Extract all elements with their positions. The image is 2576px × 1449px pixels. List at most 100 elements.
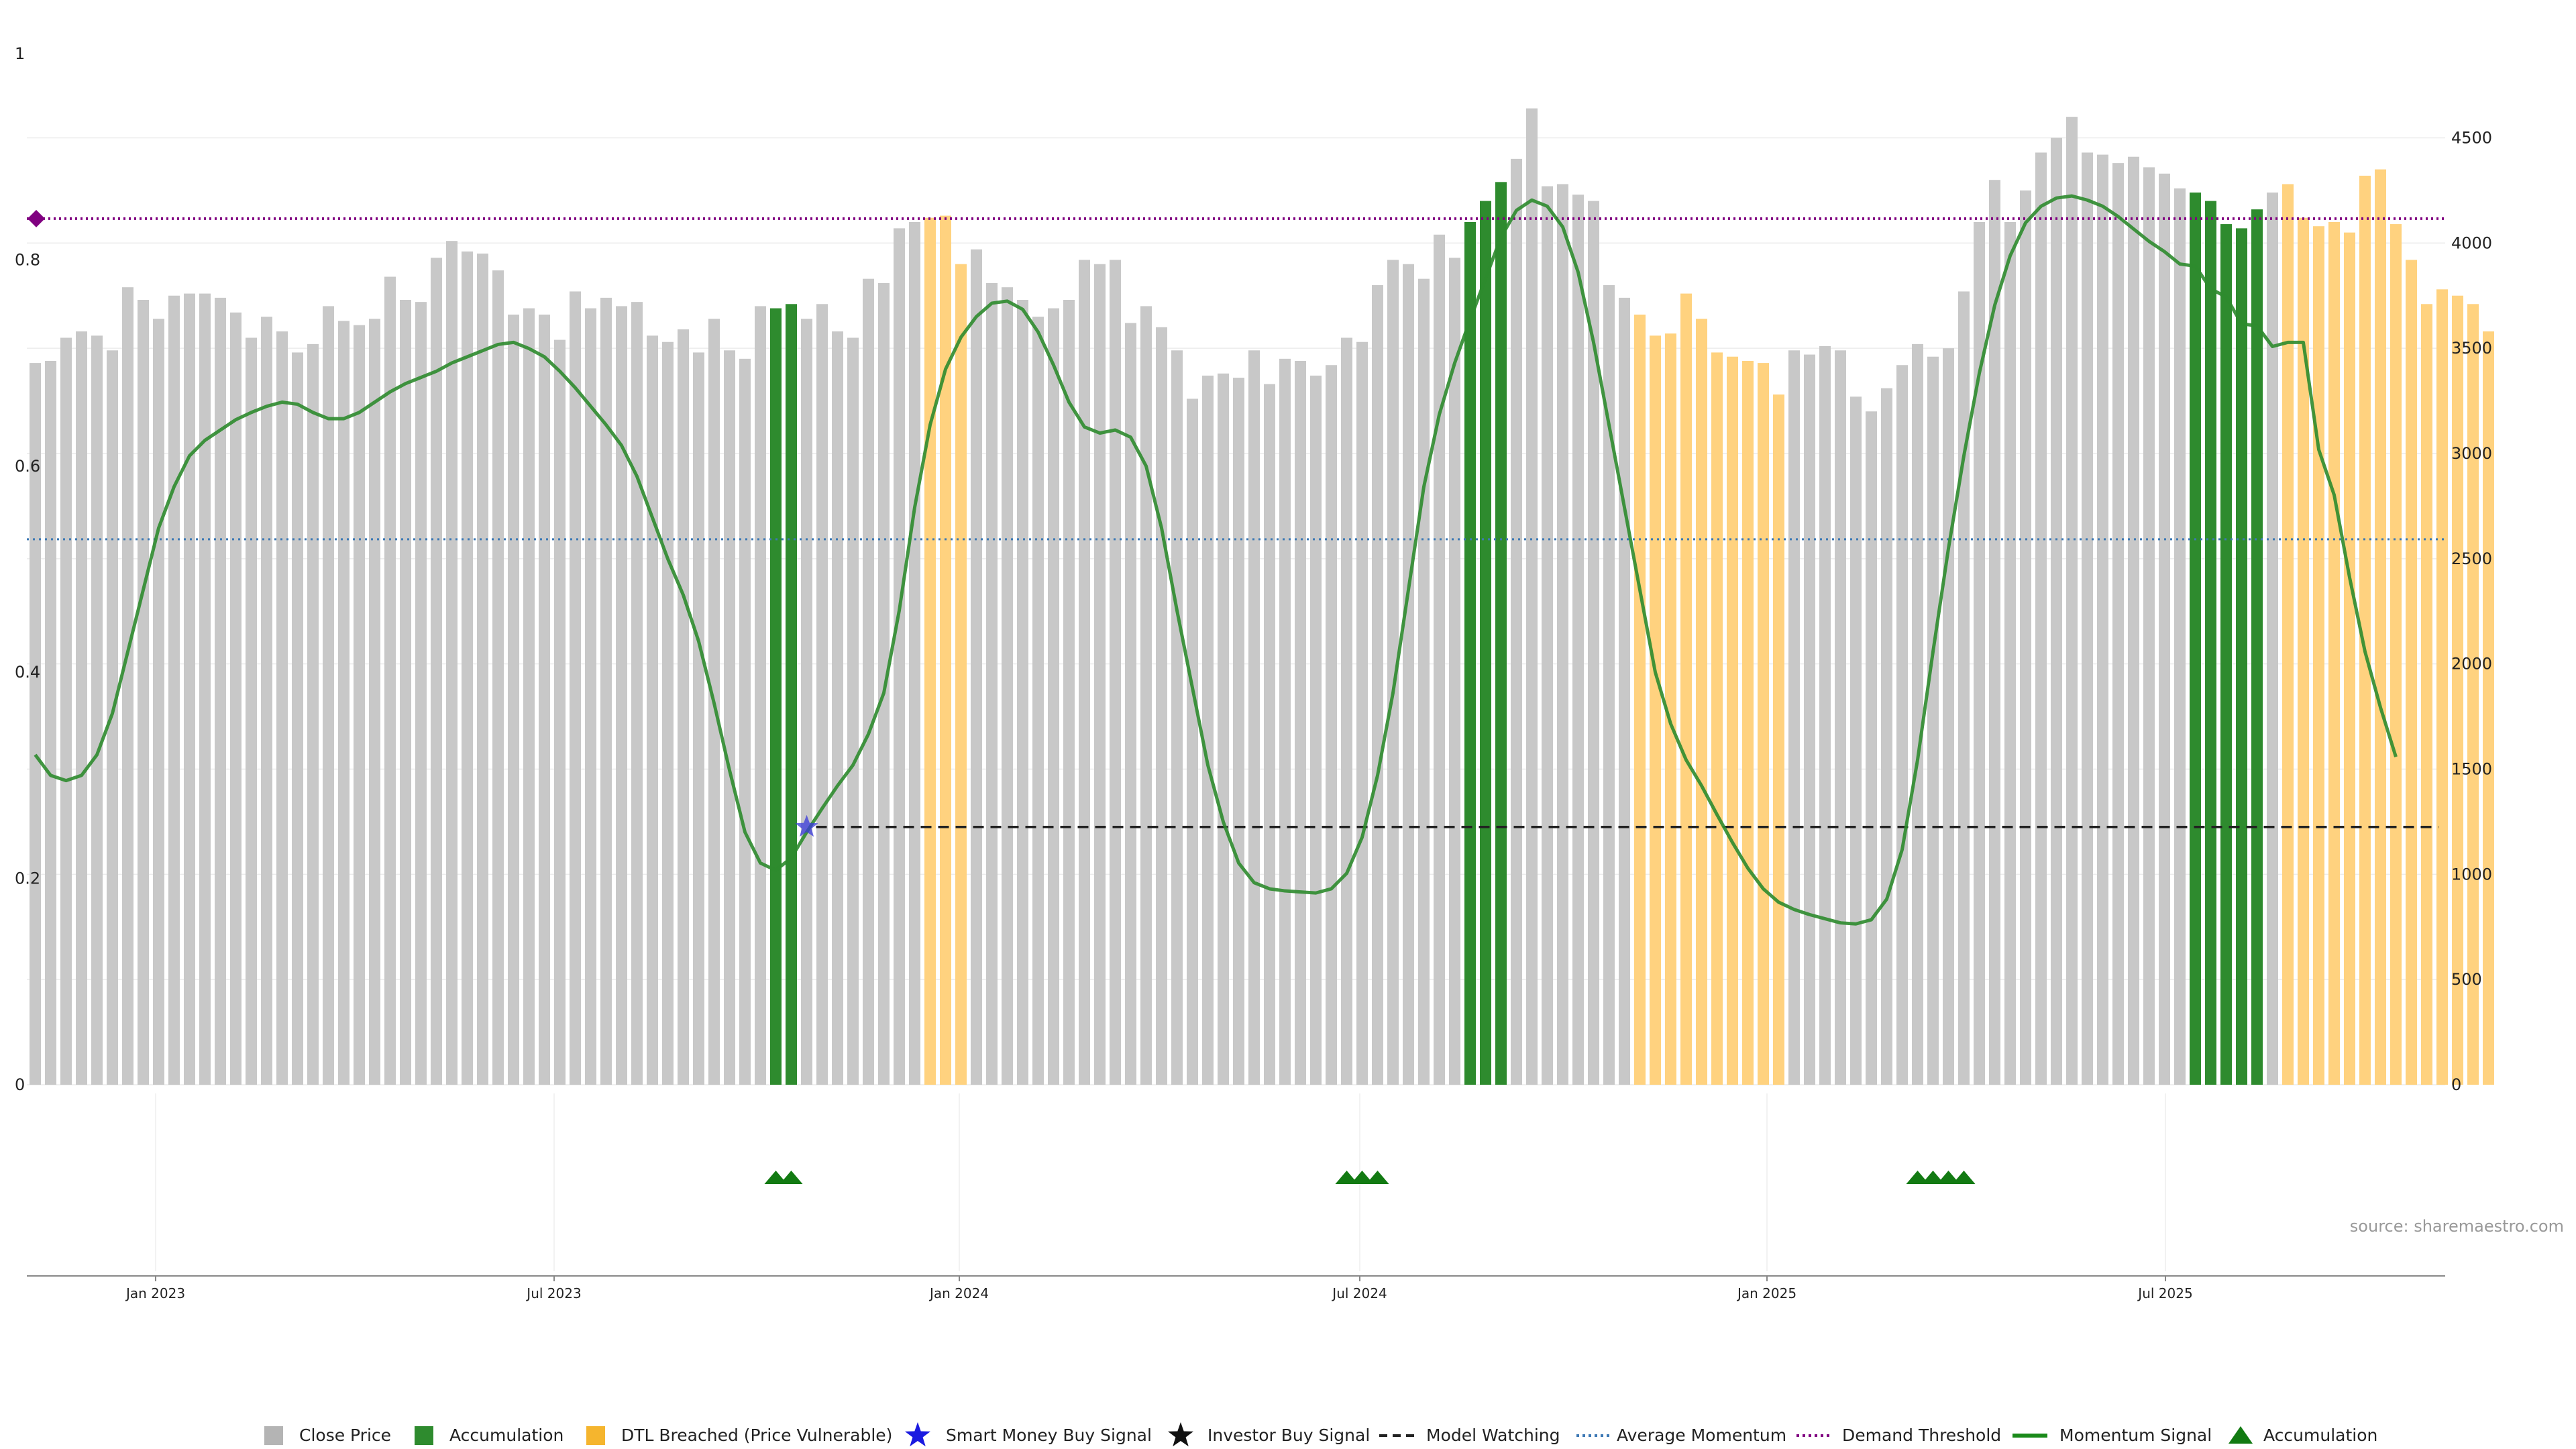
close-price-bar: [1819, 346, 1831, 1085]
close-price-bar: [1434, 234, 1445, 1085]
dtl-breached-bar: [1634, 314, 1646, 1085]
close-price-bar: [1603, 285, 1615, 1085]
dtl-breached-bar: [955, 264, 967, 1085]
close-price-bar: [894, 228, 905, 1085]
close-price-bar: [1295, 360, 1306, 1085]
close-price-bar: [354, 325, 365, 1085]
dtl-breached-bar: [2375, 169, 2386, 1085]
close-price-bar: [1619, 297, 1630, 1085]
close-price-bar: [1881, 388, 1892, 1085]
x-axis-date-label: Jan 2025: [1736, 1285, 1796, 1301]
dtl-breached-bar: [2359, 175, 2371, 1085]
close-price-bar: [2159, 173, 2170, 1085]
close-price-bar: [138, 299, 149, 1085]
close-price-bar: [230, 312, 241, 1085]
close-price-bar: [1542, 186, 1553, 1085]
left-axis-tick: 1: [15, 44, 25, 63]
dtl-breached-bar: [940, 215, 951, 1085]
close-price-bar: [477, 253, 488, 1085]
close-price-bar: [1958, 291, 1970, 1085]
close-price-bar: [1156, 327, 1167, 1085]
close-price-bar: [971, 249, 982, 1085]
accumulation-bar: [2220, 224, 2232, 1085]
accumulation-bar: [2205, 201, 2216, 1085]
close-price-bar: [1017, 299, 1028, 1085]
dtl-breached-bar: [1727, 356, 1738, 1085]
close-price-bar: [678, 329, 689, 1085]
legend-label: DTL Breached (Price Vulnerable): [621, 1426, 892, 1445]
dtl-breached-bar: [2390, 224, 2402, 1085]
accumulation-bar: [786, 304, 797, 1085]
legend-label: Smart Money Buy Signal: [946, 1426, 1152, 1445]
dtl-breached-bar: [2328, 221, 2340, 1085]
close-price-bar: [199, 293, 211, 1085]
momentum-signal-line: [34, 194, 2398, 926]
accumulation-marker: [1335, 1171, 1358, 1184]
dtl-breached-bar: [2344, 232, 2355, 1085]
close-price-bar: [215, 297, 226, 1085]
close-price-bar: [1449, 258, 1460, 1085]
axes-layer: 0 0.2 0.4 0.6 0.8 1 0 500 1000 1500 2000 2500 3000 35…: [15, 44, 2492, 1301]
close-price-bar: [168, 295, 180, 1085]
accumulation-marker: [780, 1171, 803, 1184]
x-axis-date-label: Jul 2023: [525, 1285, 581, 1301]
close-price-bar: [1557, 184, 1568, 1085]
close-price-bar: [292, 352, 303, 1085]
close-price-bar: [1326, 365, 1337, 1085]
close-price-bar: [446, 241, 458, 1085]
close-price-bar: [523, 308, 535, 1085]
close-price-bar: [1110, 260, 1121, 1085]
dtl-breached-bar: [1680, 293, 1692, 1085]
close-price-bar: [986, 282, 998, 1085]
right-axis-tick: 3500: [2451, 339, 2492, 358]
close-price-legend-icon: [264, 1426, 283, 1445]
close-price-bar: [2020, 190, 2031, 1085]
close-price-bar: [1233, 378, 1244, 1085]
close-price-bar: [1002, 287, 1013, 1085]
close-price-bar: [184, 293, 195, 1085]
close-price-bar: [1264, 384, 1275, 1085]
accumulation-marker: [1952, 1171, 1976, 1184]
accumulation-bar: [1464, 221, 1476, 1085]
dtl-breached-bar: [924, 217, 936, 1085]
close-price-bar: [91, 335, 103, 1085]
smart-money-legend-icon: [904, 1422, 931, 1447]
right-axis-tick: 0: [2451, 1075, 2461, 1094]
close-price-bar: [816, 304, 828, 1085]
close-price-bar: [1094, 264, 1106, 1085]
close-price-bar: [1850, 396, 1862, 1085]
close-price-bar: [2128, 156, 2139, 1085]
accumulation-marker: [1937, 1171, 1960, 1184]
close-price-bar: [1063, 299, 1075, 1085]
right-axis-tick: 2500: [2451, 549, 2492, 568]
dtl-breached-bar: [2298, 217, 2309, 1085]
close-price-bar: [909, 221, 920, 1085]
dtl-breached-bar: [2313, 226, 2324, 1085]
left-axis-tick: 0: [15, 1075, 25, 1094]
close-price-bar: [847, 337, 859, 1085]
dtl-breached-bar: [1696, 319, 1707, 1085]
close-price-bar: [1418, 278, 1430, 1085]
close-price-bar: [1912, 343, 1923, 1085]
close-price-bar: [1279, 358, 1291, 1085]
close-price-bar: [616, 306, 627, 1085]
x-axis-date-label: Jul 2025: [2137, 1285, 2192, 1301]
x-axis-date-label: Jul 2024: [1331, 1285, 1387, 1301]
close-price-bar: [1572, 195, 1584, 1085]
close-price-bar: [1588, 201, 1599, 1085]
close-price-bar: [261, 317, 272, 1085]
right-axis-tick: 2000: [2451, 655, 2492, 674]
close-price-bar: [1387, 260, 1399, 1085]
accumulation-legend-icon: [415, 1426, 433, 1445]
close-price-bar: [2066, 117, 2078, 1085]
close-price-bar: [30, 363, 41, 1085]
close-price-bar: [600, 297, 612, 1085]
close-price-bar: [631, 302, 643, 1085]
close-price-bar: [1218, 373, 1229, 1085]
close-price-bar: [246, 337, 257, 1085]
close-price-bar: [1202, 375, 1214, 1085]
close-price-bar: [338, 321, 350, 1085]
close-price-bar: [1788, 350, 1800, 1085]
close-price-bar: [693, 352, 704, 1085]
accumulation-bar: [1480, 201, 1491, 1085]
